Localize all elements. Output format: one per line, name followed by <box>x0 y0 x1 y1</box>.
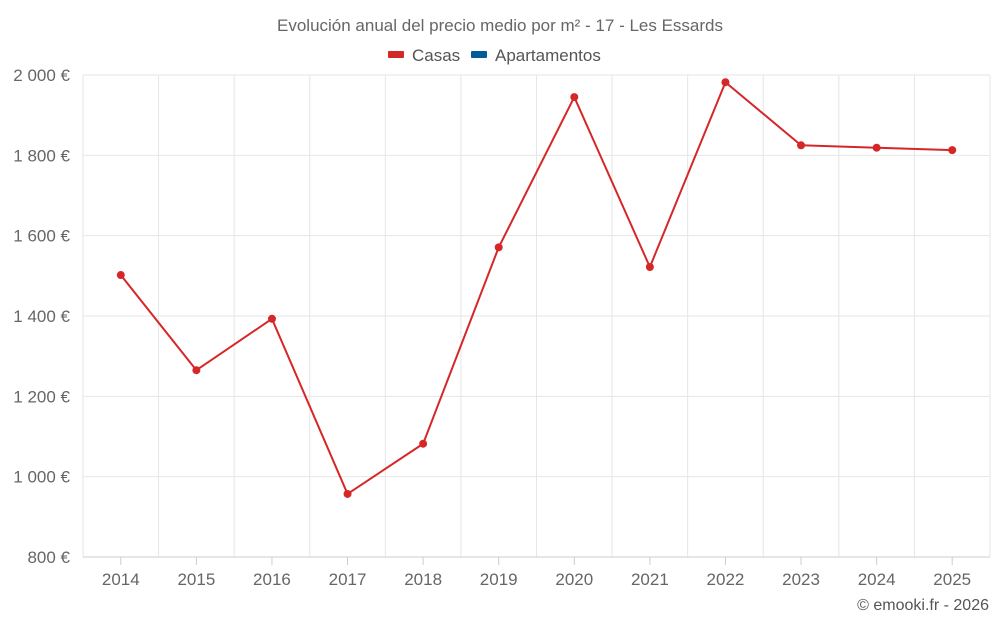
data-point-casas[interactable] <box>872 143 881 152</box>
x-axis-tick-marks <box>120 557 953 565</box>
y-tick-label: 800 € <box>27 548 70 567</box>
legend-item-casas[interactable]: Casas <box>388 46 460 65</box>
y-axis-tick-labels: 800 € 1 000 € 1 200 € 1 400 € 1 600 € 1 800 €… <box>13 66 70 567</box>
horizontal-gridlines <box>83 74 990 478</box>
data-point-casas[interactable] <box>797 141 806 150</box>
x-tick-label: 2025 <box>933 570 971 589</box>
y-tick-label: 2 000 € <box>13 66 70 85</box>
legend-label-casas: Casas <box>412 46 460 65</box>
y-tick-label: 1 200 € <box>13 387 70 406</box>
y-tick-label: 1 600 € <box>13 227 70 246</box>
legend-swatch-casas <box>388 51 404 58</box>
data-point-casas[interactable] <box>645 262 654 271</box>
x-tick-label: 2024 <box>858 570 896 589</box>
data-point-casas[interactable] <box>343 489 352 498</box>
data-point-casas[interactable] <box>721 78 730 87</box>
x-tick-label: 2023 <box>782 570 820 589</box>
x-tick-label: 2022 <box>707 570 745 589</box>
y-tick-label: 1 800 € <box>13 146 70 165</box>
x-tick-label: 2014 <box>102 570 140 589</box>
x-tick-label: 2016 <box>253 570 291 589</box>
data-point-casas[interactable] <box>948 146 957 155</box>
x-tick-label: 2017 <box>329 570 367 589</box>
data-point-casas[interactable] <box>570 93 579 102</box>
x-tick-label: 2020 <box>555 570 593 589</box>
legend-label-apartamentos: Apartamentos <box>495 46 601 65</box>
legend-swatch-apartamentos <box>471 51 487 58</box>
data-point-casas[interactable] <box>267 314 276 323</box>
x-tick-label: 2018 <box>404 570 442 589</box>
data-point-casas[interactable] <box>494 243 503 252</box>
series-layer <box>116 78 957 498</box>
data-point-casas[interactable] <box>192 366 201 375</box>
x-tick-label: 2021 <box>631 570 669 589</box>
legend: Casas Apartamentos <box>388 46 601 65</box>
chart-title: Evolución anual del precio medio por m² … <box>277 16 723 35</box>
x-tick-label: 2019 <box>480 570 518 589</box>
data-point-casas[interactable] <box>419 439 428 448</box>
x-tick-label: 2015 <box>177 570 215 589</box>
x-axis-tick-labels: 2014 2015 2016 2017 2018 2019 2020 2021 2022 2023… <box>102 570 971 589</box>
data-point-casas[interactable] <box>116 271 125 280</box>
legend-item-apartamentos[interactable]: Apartamentos <box>471 46 601 65</box>
y-tick-label: 1 400 € <box>13 307 70 326</box>
copyright-notice: © emooki.fr - 2026 <box>857 597 989 614</box>
y-tick-label: 1 000 € <box>13 468 70 487</box>
series-line-casas <box>120 81 953 495</box>
